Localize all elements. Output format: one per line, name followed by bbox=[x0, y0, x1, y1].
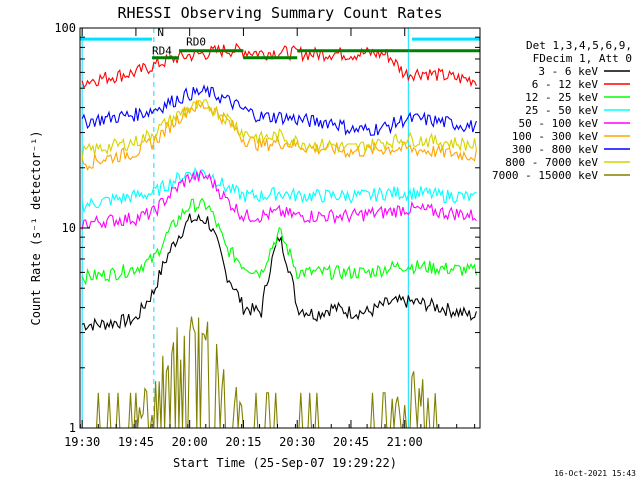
x-tick-label-6: 20:45 bbox=[333, 435, 369, 449]
x-tick-label-1: 19:30 bbox=[64, 435, 100, 449]
legend-label-100-300-kev: 100 - 300 keV bbox=[512, 130, 598, 143]
timestamp: 16-Oct-2021 15:43 bbox=[554, 469, 636, 478]
series-12-25-kev bbox=[81, 197, 477, 286]
annotation-n: N bbox=[157, 26, 164, 39]
series-50-100-kev bbox=[81, 169, 477, 230]
y-tick-label-1: 1 bbox=[69, 421, 76, 435]
x-tick-label-5: 20:30 bbox=[279, 435, 315, 449]
series-100-300-kev bbox=[81, 99, 477, 171]
y-axis: 1 10 100 bbox=[54, 21, 480, 435]
legend-label-3-6-kev: 3 - 6 keV bbox=[538, 65, 598, 78]
legend: Det 1,3,4,5,6,9, FDecim 1, Att 0 3 - 6 k… bbox=[492, 39, 632, 182]
legend-label-50-100-kev: 50 - 100 keV bbox=[519, 117, 599, 130]
annotation-rd4: RD4 bbox=[152, 45, 172, 58]
series-25-50-kev bbox=[81, 166, 477, 214]
x-axis: 19:30 19:45 20:00 20:15 20:30 20:45 21:00 bbox=[64, 28, 476, 449]
y-tick-label-2: 10 bbox=[62, 221, 76, 235]
legend-label-300-800-kev: 300 - 800 keV bbox=[512, 143, 598, 156]
legend-header-line-1: Det 1,3,4,5,6,9, bbox=[526, 39, 632, 52]
legend-label-12-25-kev: 12 - 25 keV bbox=[525, 91, 598, 104]
series-800-7000-kev bbox=[81, 98, 477, 160]
legend-header-line-2: FDecim 1, Att 0 bbox=[533, 52, 632, 65]
y-tick-label-3: 100 bbox=[54, 21, 76, 35]
legend-label-7000-15000-kev: 7000 - 15000 keV bbox=[492, 169, 598, 182]
x-tick-label-2: 19:45 bbox=[118, 435, 154, 449]
series-7000-15000-kev bbox=[82, 316, 477, 429]
x-tick-label-3: 20:00 bbox=[172, 435, 208, 449]
x-axis-label: Start Time (25-Sep-07 19:29:22) bbox=[173, 456, 397, 470]
y-axis-label: Count Rate (s⁻¹ detector⁻¹) bbox=[29, 130, 43, 325]
legend-label-800-7000-kev: 800 - 7000 keV bbox=[505, 156, 598, 169]
series-6-12-kev bbox=[81, 42, 477, 89]
x-tick-label-4: 20:15 bbox=[225, 435, 261, 449]
annotation-rd0: RD0 bbox=[186, 35, 206, 48]
series-3-6-kev bbox=[81, 213, 477, 331]
plot-area: N RD0 RD4 bbox=[80, 26, 481, 429]
series-300-800-kev bbox=[81, 84, 477, 136]
legend-label-6-12-kev: 6 - 12 keV bbox=[532, 78, 599, 91]
legend-label-25-50-kev: 25 - 50 keV bbox=[525, 104, 598, 117]
x-tick-label-7: 21:00 bbox=[387, 435, 423, 449]
chart-title: RHESSI Observing Summary Count Rates bbox=[117, 4, 442, 22]
